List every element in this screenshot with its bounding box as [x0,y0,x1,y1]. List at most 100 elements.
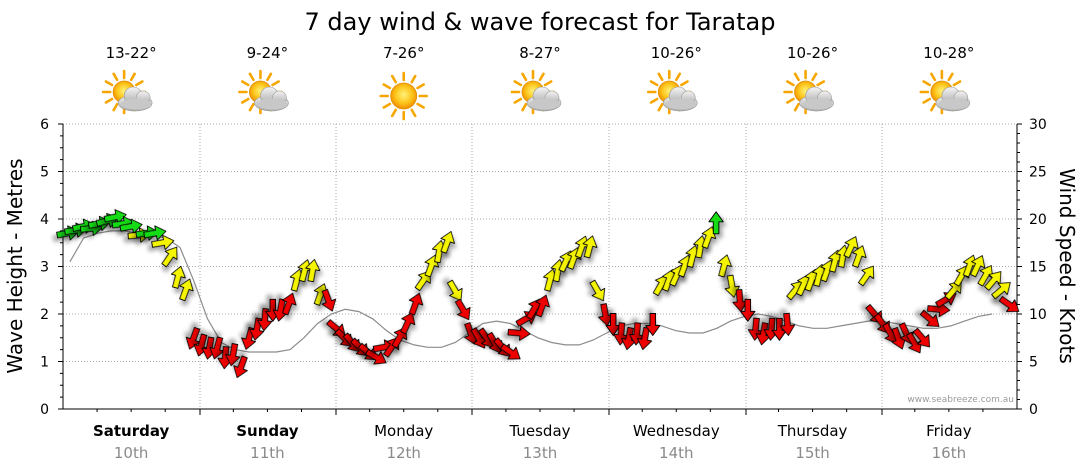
wind-arrow [906,331,922,354]
wind-arrow [103,209,127,225]
wind-arrow [708,211,724,235]
left-tick-label: 1 [40,355,49,371]
wind-arrow [771,317,788,341]
partly-cloudy-icon [101,69,153,115]
wind-arrow [400,312,416,335]
wind-arrow [621,327,637,351]
wind-arrow [991,282,1011,300]
wind-arrow [233,355,248,379]
day-temperature: 8-27° [519,44,561,62]
wind-arrow [500,343,521,360]
wind-arrow [535,294,550,318]
wind-arrow [454,298,471,321]
wind-arrow [912,327,931,348]
wind-arrow [637,327,653,351]
left-tick-label: 6 [40,117,49,133]
day-name-label: Wednesday [633,422,720,440]
day-temperature: 13-22° [106,44,157,62]
partly-cloudy-icon [783,69,834,115]
day-temperature: 7-26° [383,44,425,62]
right-tick-label: 5 [1029,355,1038,371]
right-axis-label: Wind Speed - Knots [1055,168,1079,364]
wind-arrow [161,246,178,268]
wind-arrow [852,245,867,268]
wind-arrow [143,225,167,241]
day-date-label: 11th [250,444,284,462]
wind-arrow [645,313,661,336]
partly-cloudy-icon [646,69,698,115]
wind-arrow [209,336,225,360]
day-temperature: 9-24° [247,44,289,62]
wind-arrow [843,236,859,259]
day-temperature: 10-26° [787,44,838,62]
chart-title: 7 day wind & wave forecast for Taratap [305,8,776,36]
wind-arrow [119,218,143,234]
left-axis-label: Wave Height - Metres [3,158,27,373]
x-axis: Saturday 10th Sunday 11th Monday 12th Tuesday 1… [63,408,1017,462]
wind-arrow [447,279,463,302]
day-name-label: Sunday [236,422,299,440]
sunny-icon [379,71,429,121]
day-name-label: Tuesday [508,422,570,440]
partly-cloudy-icon [510,69,562,115]
wind-arrow [440,231,455,254]
wind-arrow [185,326,201,350]
wind-arrow [365,348,387,365]
right-tick-label: 30 [1029,117,1047,133]
wind-arrow [589,279,606,302]
wind-arrow [724,274,740,298]
left-tick-label: 4 [40,212,49,228]
wind-arrow [944,280,962,301]
day-date-label: 10th [114,444,148,462]
wind-arrow [282,292,297,316]
wind-arrow [321,288,337,312]
wind-arrow [977,265,993,287]
day-name-label: Saturday [93,422,170,440]
wind-arrow [919,309,940,327]
partly-cloudy-icon [919,69,971,115]
wind-arrow [998,296,1020,312]
wind-arrow [257,308,273,332]
wind-arrow [717,254,732,278]
day-date-label: 12th [386,444,420,462]
right-axis: 0 5 10 15 20 25 30 [1016,117,1047,418]
wind-arrows [56,209,1020,379]
wind-arrow [598,303,614,327]
wind-arrow [732,289,748,313]
wind-arrow [225,343,241,367]
wind-arrow [582,235,598,259]
day-name-label: Friday [926,422,972,440]
day-date-label: 16th [932,444,966,462]
watermark: www.seabreeze.com.au [907,395,1014,405]
day-temperature: 10-26° [651,44,702,62]
right-tick-label: 20 [1029,212,1047,228]
wind-arrow [179,278,194,302]
wave-height-line [69,230,993,353]
wind-arrow [779,312,796,336]
wind-arrow [984,271,1002,291]
right-tick-label: 25 [1029,165,1047,181]
day-name-label: Thursday [777,422,848,440]
right-tick-label: 0 [1029,402,1038,418]
day-date-label: 14th [659,444,693,462]
left-tick-label: 5 [40,165,49,181]
left-axis: 0 1 2 3 4 5 6 [40,117,64,418]
right-tick-label: 10 [1029,307,1047,323]
chart-grid [63,123,1017,409]
left-tick-label: 2 [40,307,49,323]
right-tick-label: 15 [1029,260,1047,276]
day-date-label: 15th [795,444,829,462]
wind-arrow [740,298,756,322]
wind-arrow [970,255,986,278]
day-temperature: 10-28° [923,44,974,62]
wind-arrow [507,325,531,341]
wind-arrow [605,313,621,336]
wind-arrow [408,292,424,316]
wind-arrow [170,265,186,289]
left-tick-label: 3 [40,260,49,276]
left-tick-label: 0 [40,402,49,418]
wind-arrow [755,322,771,346]
wind-arrow [858,265,874,287]
partly-cloudy-icon [238,69,289,115]
